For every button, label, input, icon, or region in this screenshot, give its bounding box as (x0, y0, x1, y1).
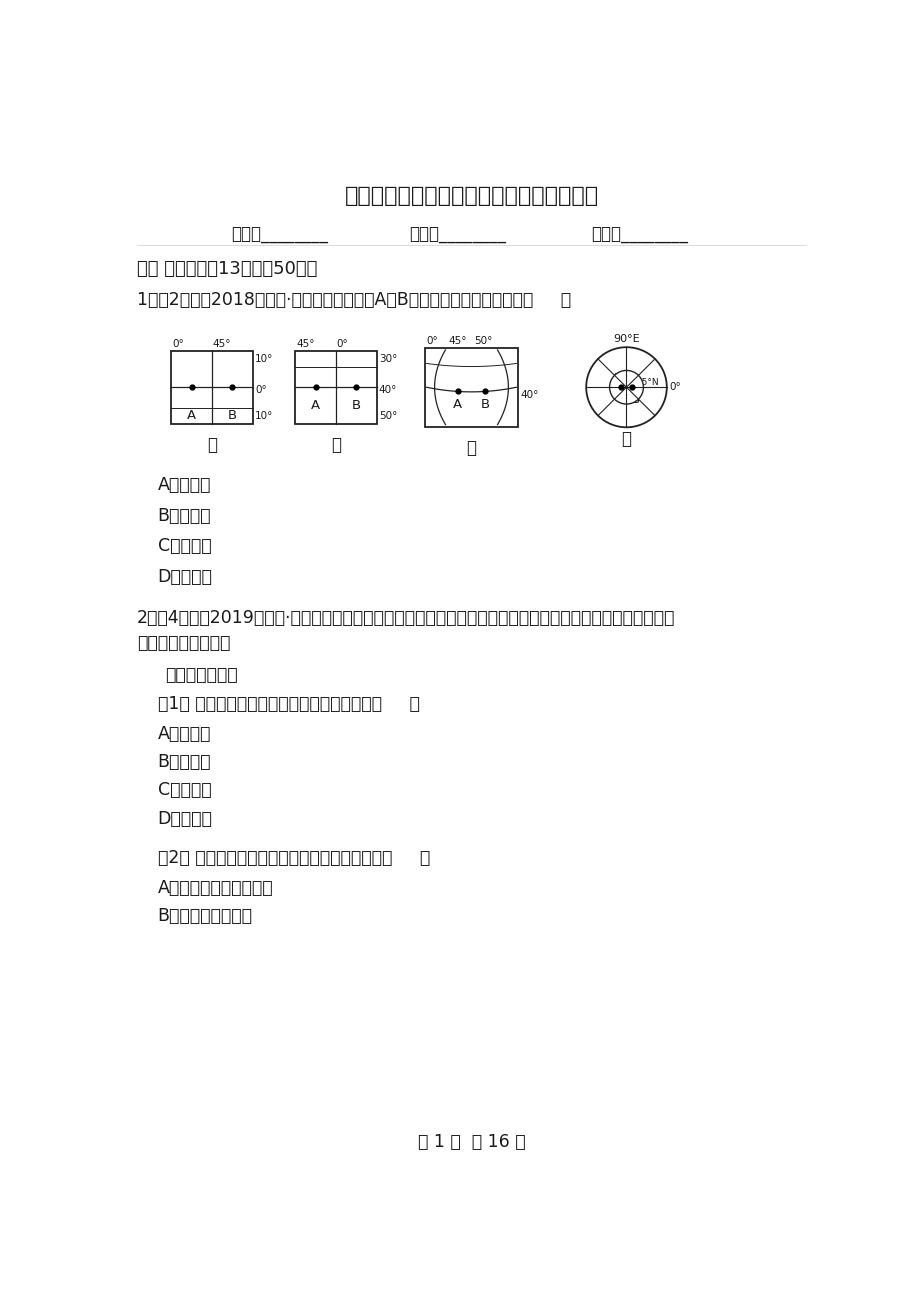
Circle shape (609, 371, 642, 404)
Text: A: A (452, 398, 461, 411)
Text: 0°: 0° (336, 339, 348, 349)
Text: A．地月系: A．地月系 (157, 724, 210, 742)
Text: 第 1 页  共 16 页: 第 1 页 共 16 页 (417, 1133, 525, 1151)
Text: 45°: 45° (212, 339, 231, 349)
Text: 40°: 40° (520, 391, 539, 400)
Text: A: A (612, 372, 619, 385)
Text: B．甲、乙: B．甲、乙 (157, 506, 210, 525)
Circle shape (585, 348, 666, 427)
Bar (295, 350, 376, 424)
Text: 0°: 0° (426, 336, 437, 346)
Bar (171, 350, 253, 424)
Text: （1） 本片中人类驱动地球逃离，就是要脱离（     ）: （1） 本片中人类驱动地球逃离，就是要脱离（ ） (157, 695, 419, 713)
Text: 1．（2分）（2018高一上·长春月考）读图，A与B两点之间的距离相等的是（     ）: 1．（2分）（2018高一上·长春月考）读图，A与B两点之间的距离相等的是（ ） (137, 290, 570, 309)
Text: 90°E: 90°E (613, 335, 639, 344)
Text: 成绩：________: 成绩：________ (591, 225, 688, 243)
Text: A．太阳黑子、太阳风暴: A．太阳黑子、太阳风暴 (157, 879, 273, 897)
Text: 丁: 丁 (621, 431, 630, 448)
Text: A．甲、丁: A．甲、丁 (157, 475, 210, 493)
Text: C．银河系: C．银河系 (157, 781, 211, 799)
Text: B: B (351, 398, 360, 411)
Text: B: B (227, 409, 236, 422)
Text: 45°: 45° (448, 336, 466, 346)
Text: 40°: 40° (379, 385, 397, 395)
Bar (425, 348, 517, 427)
Text: 0°: 0° (172, 339, 184, 349)
Text: 50°: 50° (379, 410, 397, 421)
Text: 寻找新家园的故事。: 寻找新家园的故事。 (137, 634, 230, 651)
Text: 班级：________: 班级：________ (409, 225, 506, 243)
Text: （2） 发生在光球层和色球层的太阳活动分别是（     ）: （2） 发生在光球层和色球层的太阳活动分别是（ ） (157, 849, 429, 867)
Text: 2．（4分）（2019高二上·静海月考）中国科幻大片《流浪地球》讲述了未来太阳将毁灭，人类驱动地球逃离，: 2．（4分）（2019高二上·静海月考）中国科幻大片《流浪地球》讲述了未来太阳将… (137, 609, 675, 628)
Text: B．太阳系: B．太阳系 (157, 753, 210, 771)
Text: B: B (631, 393, 640, 406)
Text: 30°: 30° (379, 354, 397, 363)
Text: 50°: 50° (473, 336, 492, 346)
Text: 甲: 甲 (207, 436, 217, 454)
Text: D．总星系: D．总星系 (157, 810, 212, 828)
Text: 丙: 丙 (466, 439, 476, 457)
Text: 0°: 0° (668, 383, 680, 392)
Text: 安徽省宣城市高一下学期地理开学考试试卷: 安徽省宣城市高一下学期地理开学考试试卷 (344, 185, 598, 206)
Text: A: A (187, 409, 196, 422)
Text: 10°: 10° (255, 354, 273, 363)
Text: 45°N: 45°N (636, 378, 659, 387)
Text: 一、 选择题（共13题；共50分）: 一、 选择题（共13题；共50分） (137, 260, 317, 279)
Text: 姓名：________: 姓名：________ (231, 225, 328, 243)
Text: C．乙、丙: C．乙、丙 (157, 538, 211, 556)
Text: 45°: 45° (296, 339, 314, 349)
Text: B．耀斑、太阳黑子: B．耀斑、太阳黑子 (157, 907, 253, 924)
Text: D．丙、丁: D．丙、丁 (157, 568, 212, 586)
Text: 10°: 10° (255, 410, 273, 421)
Text: B: B (481, 398, 490, 411)
Text: A: A (311, 398, 320, 411)
Text: 乙: 乙 (331, 436, 341, 454)
Text: 0°: 0° (255, 385, 267, 395)
Text: 完成下面小题。: 完成下面小题。 (165, 667, 238, 684)
